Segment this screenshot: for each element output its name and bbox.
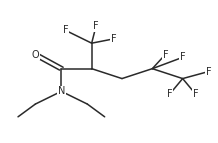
Text: F: F (93, 21, 99, 31)
Text: F: F (63, 25, 68, 35)
Text: F: F (206, 66, 211, 77)
Text: F: F (193, 89, 198, 99)
Text: F: F (180, 52, 186, 62)
Text: F: F (111, 34, 116, 44)
Text: F: F (162, 49, 168, 59)
Text: F: F (167, 89, 172, 99)
Text: N: N (58, 86, 65, 96)
Text: O: O (32, 49, 39, 59)
